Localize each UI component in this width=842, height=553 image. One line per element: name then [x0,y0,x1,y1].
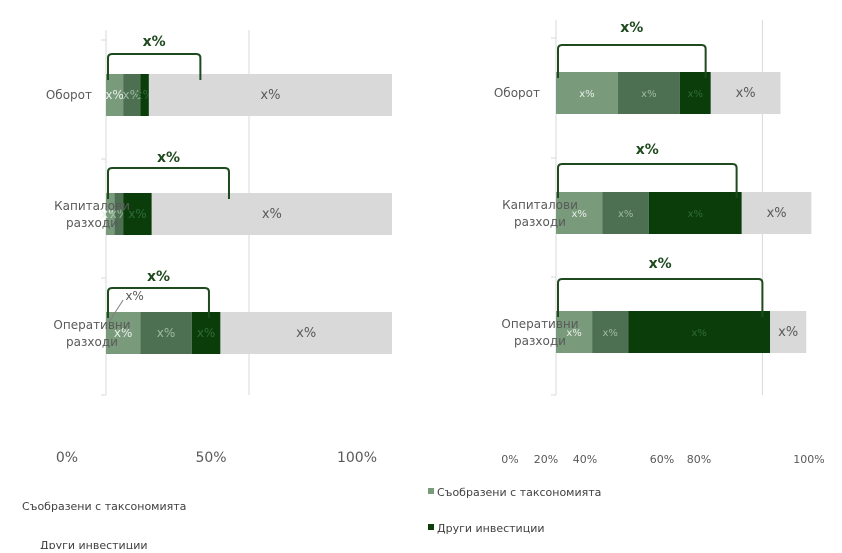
bracket-label: x% [157,150,180,166]
bar-segment [191,312,221,354]
category-label: разходи [514,334,566,348]
data-label: x% [296,326,316,341]
legend-label: Други инвестиции [40,539,148,549]
data-label: x% [602,328,617,339]
bar-segment [556,192,603,234]
bracket [557,278,764,317]
x-tick-label: 0% [501,453,518,466]
x-tick-label: 40% [573,453,597,466]
bar-segment [106,74,124,116]
x-tick-label: 0% [56,450,78,466]
data-label: x% [114,326,133,340]
bar-segment [770,311,807,353]
data-label: x% [128,207,147,221]
x-tick-label: 20% [534,453,558,466]
bar-segment [617,72,680,114]
bar-segment [114,193,124,235]
bracket [557,44,707,78]
bar-segment [592,311,629,353]
bracket-label: x% [147,269,170,285]
data-label: x% [122,88,141,102]
data-label: x% [157,326,176,340]
legend-swatch [428,524,434,530]
bracket [107,287,210,318]
bar-segment [741,192,812,234]
bar-segment [556,72,618,114]
bar-segment [123,193,152,235]
x-tick-label: 50% [195,450,226,466]
bar-segment [151,193,392,235]
bracket [107,53,202,80]
bar-segment [140,312,192,354]
bar-segment [628,311,771,353]
legend-label: Съобразени с таксономията [22,500,186,513]
legend-label: Други инвестиции [437,522,545,535]
bar-segment [148,74,392,116]
category-label: Оборот [46,88,92,102]
data-label: x% [566,328,581,339]
bar-segment [106,312,141,354]
bracket-label: x% [649,256,672,272]
callout-label: x% [125,289,144,303]
category-label: разходи [514,215,566,229]
category-label: разходи [66,335,118,349]
data-label: x% [105,88,124,102]
bar-segment [106,193,115,235]
bar-segment [220,312,392,354]
data-label: x% [579,89,594,100]
category-label: Оперативни [501,317,578,331]
data-label: x% [641,89,656,100]
x-tick-label: 80% [687,453,711,466]
bracket-label: x% [143,34,166,50]
data-label: x% [197,326,216,340]
category-label: Капиталови [502,198,578,212]
x-tick-label: 60% [650,453,674,466]
data-label: x% [691,328,706,339]
legend-swatch [428,488,434,494]
category-label: Капиталови [54,199,130,213]
data-label: x% [688,209,703,220]
data-label: x% [767,206,787,221]
bar-segment [140,74,149,116]
bar-segment [556,311,593,353]
x-tick-label: 100% [793,453,824,466]
category-label: Оборот [494,86,540,100]
category-label: Оперативни [53,318,130,332]
data-label: x% [572,209,587,220]
category-label: разходи [66,216,118,230]
bracket-label: x% [636,142,659,158]
bar-segment [679,72,711,114]
data-label: x% [778,325,798,340]
bracket [107,167,230,199]
data-label: x% [688,89,703,100]
data-label: x% [618,209,633,220]
bar-segment [648,192,742,234]
bar-segment [123,74,141,116]
bracket-label: x% [620,20,643,36]
bracket [557,163,738,198]
bar-segment [602,192,649,234]
data-label: x% [262,207,282,222]
bar-segment [710,72,781,114]
data-label: x% [736,86,756,101]
callout-leader [108,299,124,323]
data-label: x% [260,88,280,103]
x-tick-label: 100% [337,450,377,466]
legend-label: Съобразени с таксономията [437,486,601,499]
